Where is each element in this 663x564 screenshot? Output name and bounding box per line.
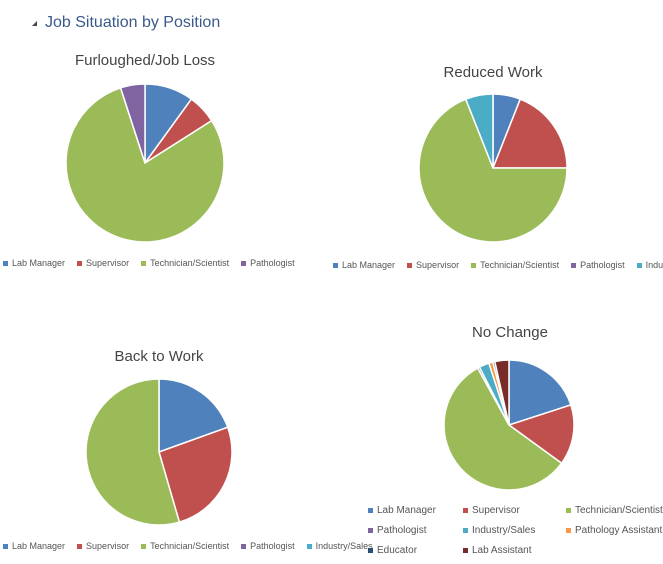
legend-swatch [566,508,571,513]
legend-swatch [571,262,577,268]
legend-label: Lab Manager [377,505,436,516]
legend-item-supervisor: Supervisor [463,505,566,516]
legend-label: Industry/Sales [315,541,373,551]
legend-swatch [368,528,373,533]
legend-label: Lab Manager [12,258,66,268]
legend-label: Technician/Scientist [480,260,560,270]
slice-technician-scientist [418,98,568,243]
legend-item-lab-manager: Lab Manager [333,260,395,270]
legend-swatch [306,543,312,549]
legend-swatch [463,528,468,533]
legend-label: Educator [377,545,418,556]
legend-swatch [407,262,413,268]
legend-item-lab-manager: Lab Manager [368,505,463,516]
collapse-triangle-icon[interactable] [32,20,37,26]
slice-technician-scientist [85,378,181,526]
chart-title-furloughed-job-loss: Furloughed/Job Loss [74,52,216,69]
legend-item-technician-scientist: Technician/Scientist [141,258,229,268]
slice-lab-manager [508,359,572,427]
legend-swatch [368,548,373,553]
section-heading[interactable]: Job Situation by Position [32,14,220,32]
legend-item-pathologist: Pathologist [241,258,295,268]
legend-swatch [77,543,83,549]
legend-label: Technician/Scientist [150,258,230,268]
legend-back-to-work: Lab Manager Supervisor Technician/Scientis… [3,541,373,551]
legend-item-pathology-assistant: Pathology Assistant [566,525,663,536]
legend-item-lab-assistant: Lab Assistant [463,545,566,556]
slice-lab-manager [158,378,229,454]
legend-label: Supervisor [86,541,130,551]
legend-swatch [368,508,373,513]
legend-item-supervisor: Supervisor [77,258,129,268]
legend-swatch [241,543,247,549]
slice-supervisor [491,98,568,169]
chart-title-no-change: No Change [472,324,548,341]
section-heading-text: Job Situation by Position [45,14,221,31]
legend-label: Pathologist [250,541,295,551]
legend-label: Supervisor [472,505,520,516]
legend-no-change: Lab Manager Supervisor Technician/Scientis… [368,505,663,556]
legend-item-pathologist: Pathologist [368,525,463,536]
slice-supervisor [158,426,233,524]
legend-item-pathologist: Pathologist [571,260,625,270]
slice-technician-scientist [443,367,563,491]
legend-label: Industry/Sales [645,260,663,270]
legend-swatch [566,528,571,533]
legend-label: Pathologist [377,525,427,536]
chart-title-back-to-work: Back to Work [114,348,204,365]
legend-label: Technician/Scientist [575,505,663,516]
legend-label: Lab Assistant [472,545,532,556]
legend-item-technician-scientist: Technician/Scientist [566,505,663,516]
legend-label: Supervisor [86,258,130,268]
slice-supervisor [507,403,575,465]
legend-reduced-work: Lab Manager Supervisor Technician/Scientis… [333,260,663,270]
legend-item-pathologist: Pathologist [241,541,295,551]
legend-item-educator: Educator [368,545,463,556]
legend-label: Technician/Scientist [150,541,230,551]
chart-title-reduced-work: Reduced Work [443,64,543,81]
legend-swatch [241,260,247,266]
legend-label: Supervisor [416,260,460,270]
legend-item-supervisor: Supervisor [77,541,129,551]
legend-label: Pathology Assistant [575,525,663,536]
legend-item-industry-sales: Industry/Sales [306,541,373,551]
legend-label: Lab Manager [12,541,66,551]
legend-item-lab-manager: Lab Manager [3,258,65,268]
slice-industry-sales [464,93,494,169]
legend-label: Industry/Sales [472,525,536,536]
slice-lab-assistant [493,359,510,426]
legend-swatch [3,260,8,266]
slice-pathologist [119,83,146,164]
pie-back-to-work [85,378,233,526]
slice-technician-scientist [65,86,225,243]
legend-swatch [141,260,147,266]
legend-item-industry-sales: Industry/Sales [463,525,566,536]
legend-item-lab-manager: Lab Manager [3,541,65,551]
legend-label: Pathologist [580,260,625,270]
legend-swatch [463,508,468,513]
legend-swatch [333,262,338,268]
legend-item-supervisor: Supervisor [407,260,459,270]
legend-label: Pathologist [250,258,295,268]
pie-no-change [443,359,575,491]
legend-swatch [141,543,147,549]
pie-furloughed-job-loss [65,83,225,243]
legend-swatch [3,543,8,549]
legend-item-industry-sales: Industry/Sales [636,260,663,270]
legend-swatch [636,262,642,268]
pie-reduced-work [418,93,568,243]
legend-label: Lab Manager [342,260,396,270]
legend-item-technician-scientist: Technician/Scientist [471,260,559,270]
legend-swatch [77,260,83,266]
legend-furloughed-job-loss: Lab Manager Supervisor Technician/Scientis… [3,258,295,268]
legend-item-technician-scientist: Technician/Scientist [141,541,229,551]
legend-swatch [463,548,468,553]
legend-swatch [471,262,477,268]
